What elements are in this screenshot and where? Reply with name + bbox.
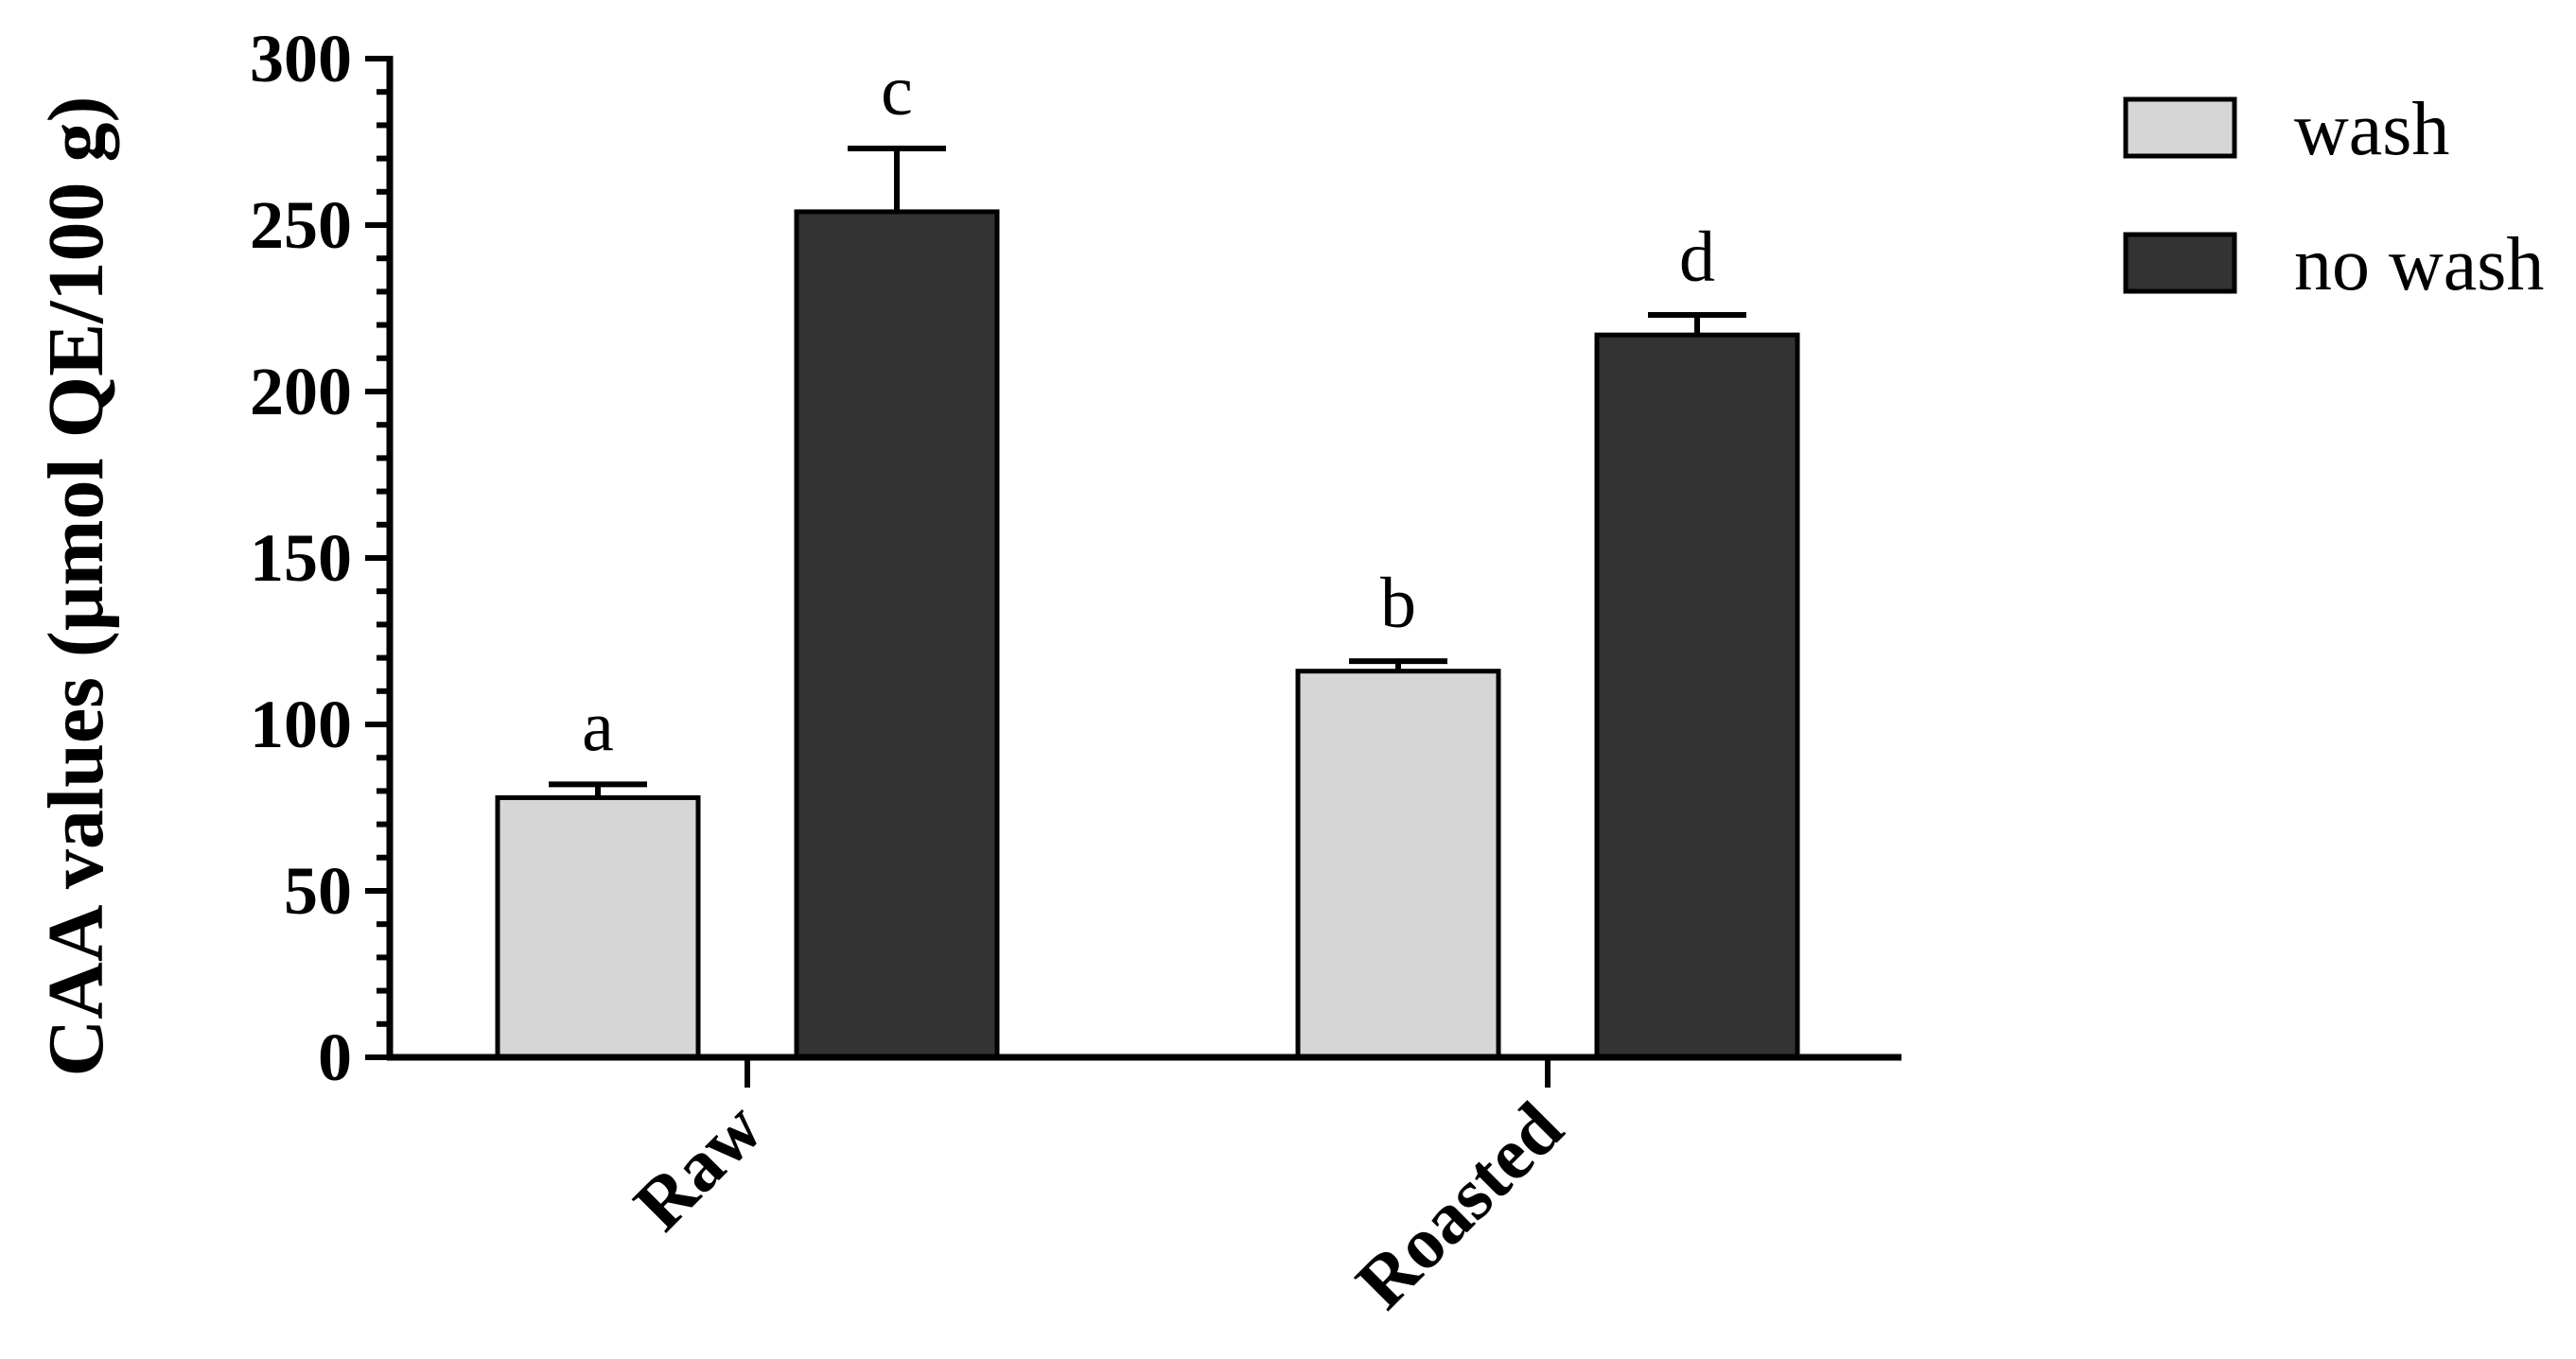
y-tick-label: 0 bbox=[318, 1019, 352, 1095]
x-tick-label-raw: Raw bbox=[618, 1087, 778, 1246]
significance-label: a bbox=[582, 687, 614, 766]
y-tick-label: 250 bbox=[250, 187, 352, 263]
y-tick-label: 200 bbox=[250, 354, 352, 429]
legend-label-no-wash: no wash bbox=[2294, 223, 2544, 306]
bar-no-wash-roasted bbox=[1594, 332, 1800, 1060]
y-tick-label: 300 bbox=[250, 21, 352, 96]
significance-label: c bbox=[881, 51, 913, 131]
y-axis-label: CAA values (μmol QE/100 g) bbox=[32, 96, 120, 1077]
legend-swatch-no-wash bbox=[2123, 232, 2237, 294]
significance-label: b bbox=[1380, 564, 1416, 643]
legend-swatch-wash bbox=[2123, 96, 2237, 159]
legend-label-wash: wash bbox=[2294, 88, 2449, 171]
significance-label: d bbox=[1679, 218, 1715, 297]
legend: wash no wash bbox=[2123, 88, 2544, 306]
error-bars bbox=[549, 146, 1746, 798]
bar-no-wash-raw bbox=[794, 209, 1000, 1060]
y-tick-label: 50 bbox=[284, 853, 352, 929]
significance-labels: a c b d bbox=[582, 51, 1715, 766]
bar-wash-roasted bbox=[1295, 669, 1501, 1060]
bars bbox=[495, 209, 1800, 1060]
y-tick-label: 150 bbox=[250, 520, 352, 596]
bar-wash-raw bbox=[495, 794, 701, 1060]
x-tick-label-roasted: Roasted bbox=[1341, 1087, 1578, 1324]
y-axis-ticks: 0 50 100 150 200 250 300 bbox=[250, 21, 390, 1095]
y-tick-label: 100 bbox=[250, 687, 352, 762]
x-axis-ticks: Raw Roasted bbox=[618, 1057, 1578, 1324]
